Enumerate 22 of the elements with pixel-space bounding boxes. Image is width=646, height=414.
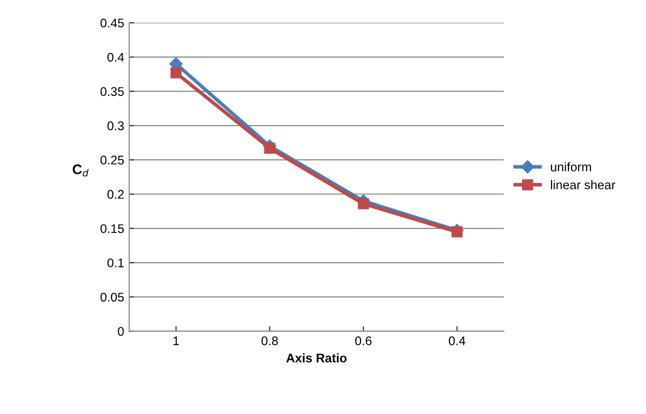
x-tick-label: 0.8 [262,336,278,346]
point [358,198,369,210]
x-tick-label: 1 [174,336,179,346]
y-tick-label: 0.2 [107,190,124,199]
y-tick-label: 0.1 [107,258,124,268]
x-tick-label: 0.6 [355,336,372,346]
y-tick-label: 0 [118,327,124,336]
point [264,142,276,154]
y-tick-label: 0.4 [107,52,124,62]
x-tick-label: 0.4 [448,336,466,346]
y-tick-label: 0.05 [100,292,124,302]
point [170,67,182,78]
legend-label: uniform [550,162,591,172]
legend-label: linear shear [550,180,616,190]
y-tick-label: 0.15 [100,224,124,234]
y-axis-title: C$_{d}$ [72,164,89,176]
y-tick-label: 0.45 [100,18,124,28]
point [451,226,463,238]
y-tick-label: 0.3 [107,121,124,130]
y-tick-label: 0.25 [100,156,124,164]
y-tick-label: 0.35 [100,87,124,96]
x-axis-title: Axis Ratio [286,353,347,362]
